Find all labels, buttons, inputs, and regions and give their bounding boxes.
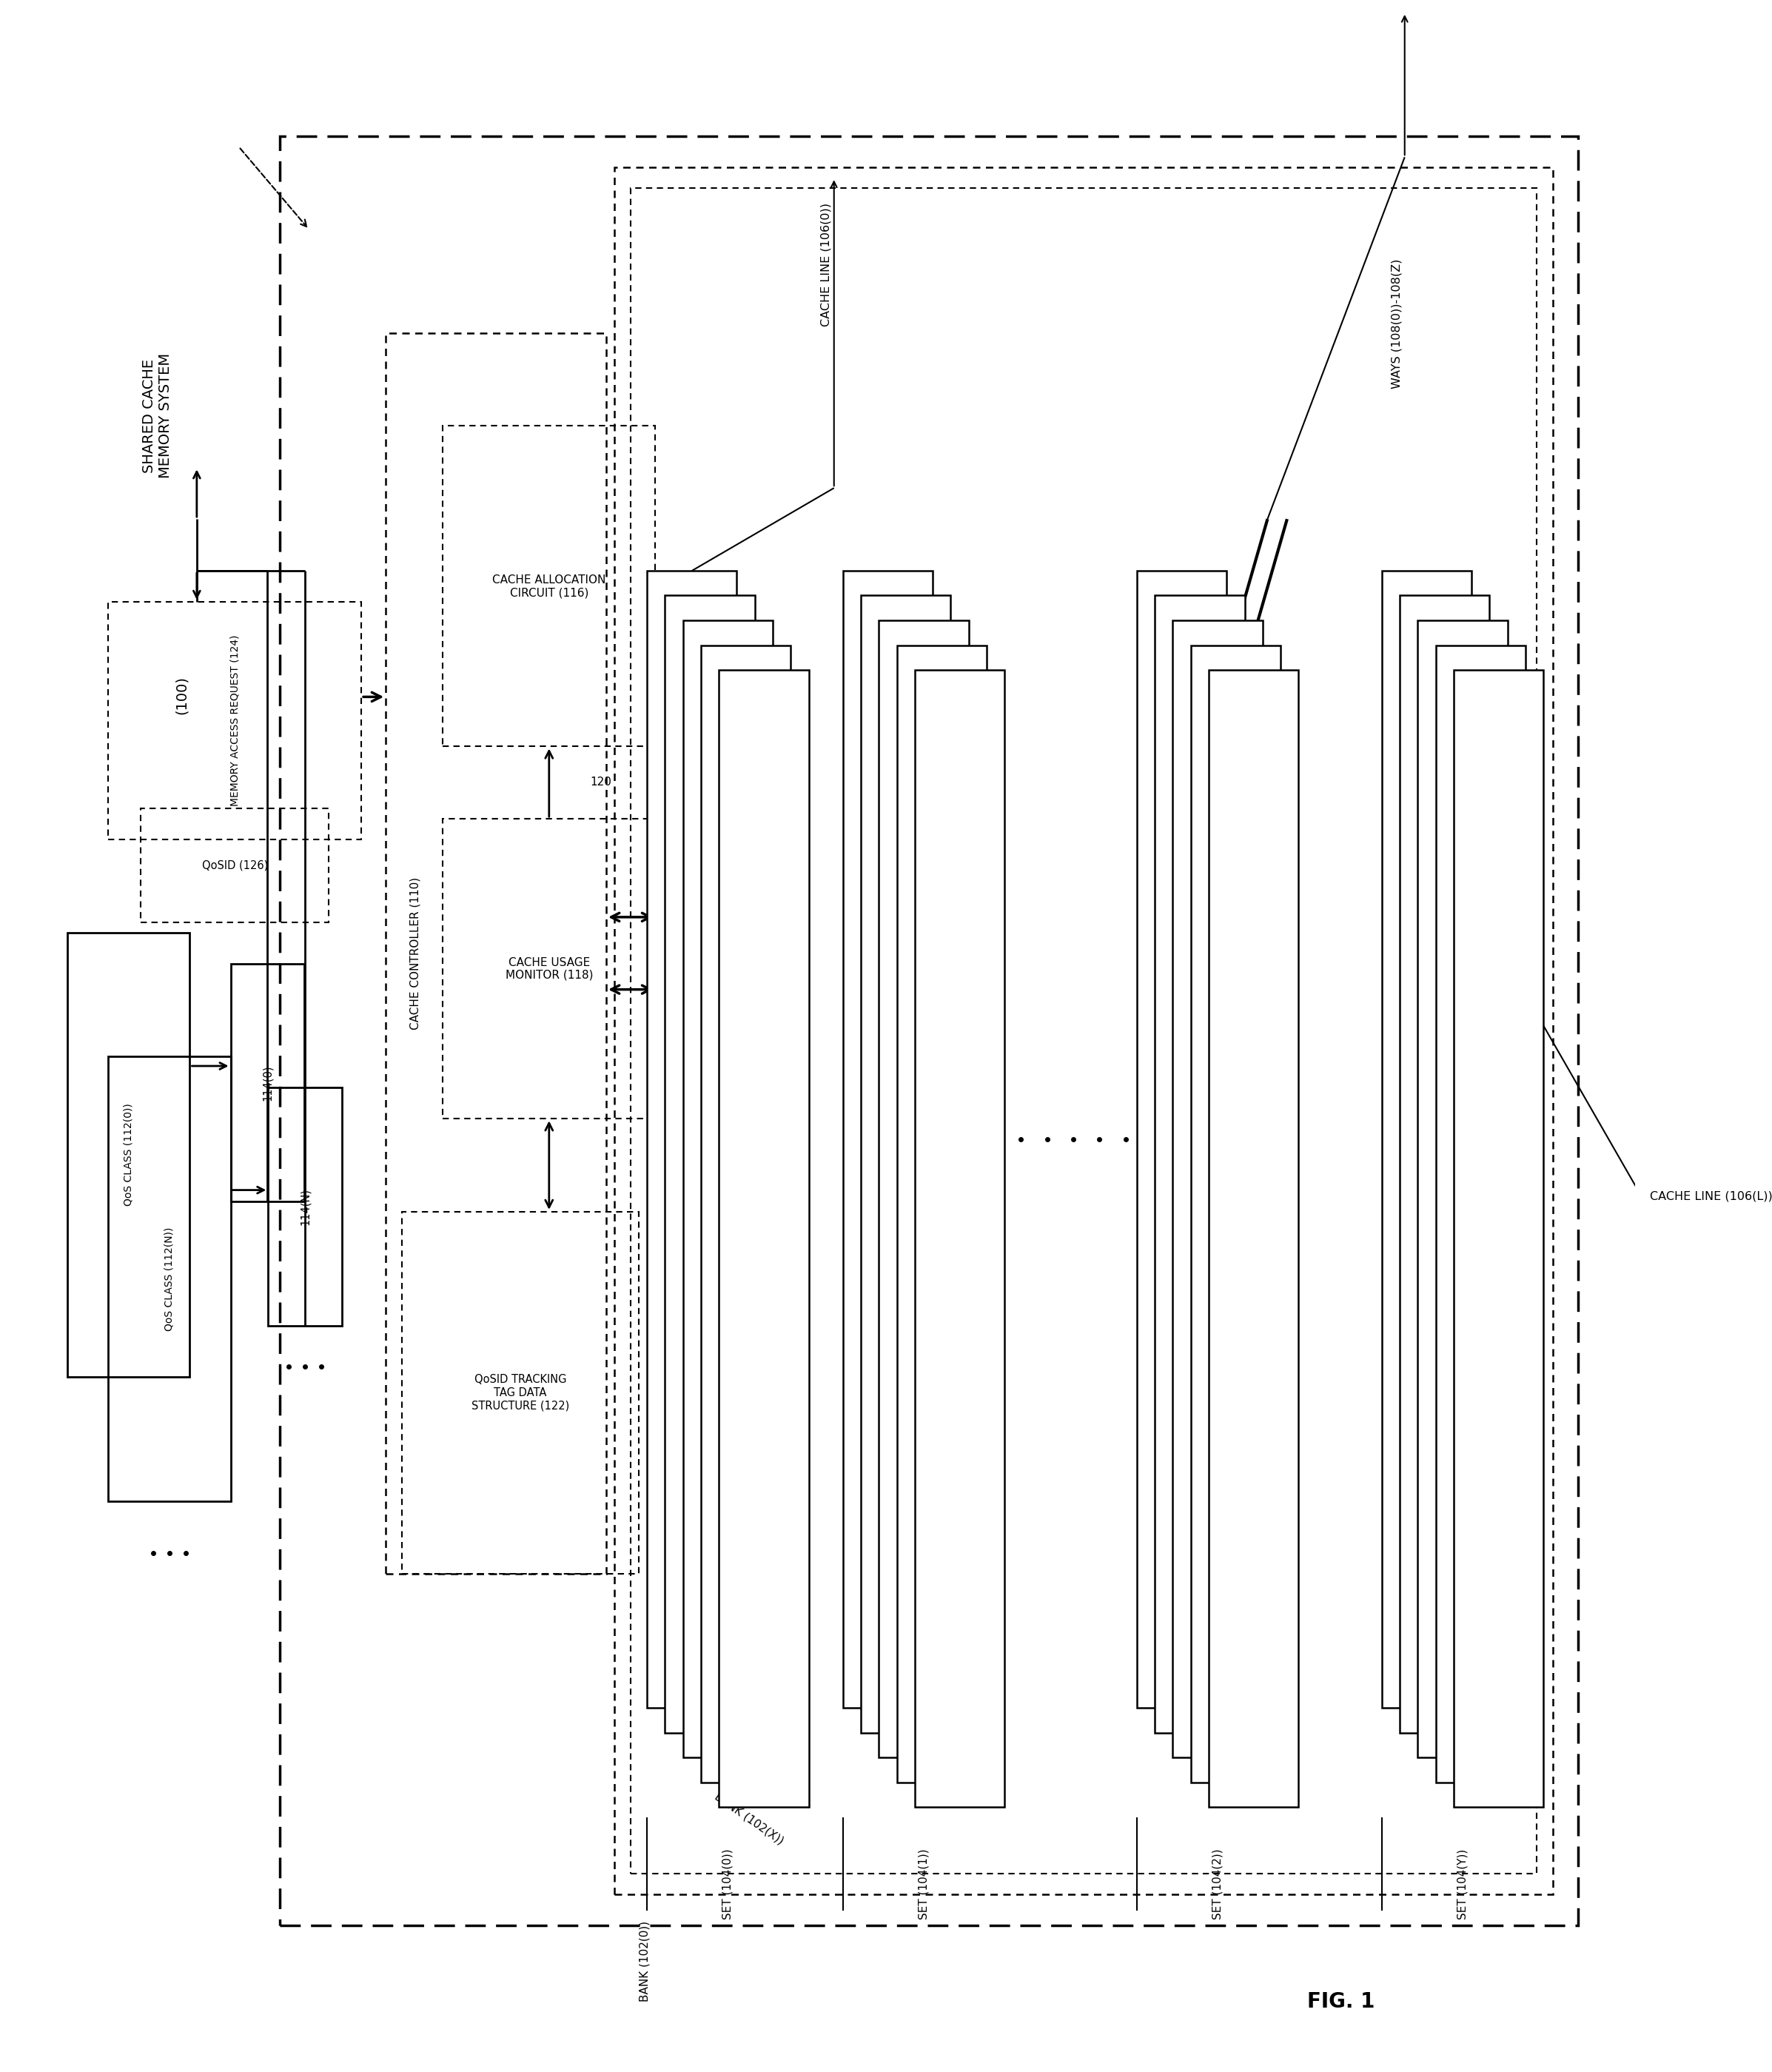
- Bar: [108, 601, 361, 839]
- Text: SET (104(1)): SET (104(1)): [918, 1848, 929, 1919]
- Text: 114(0): 114(0): [262, 1065, 273, 1100]
- Bar: [443, 427, 656, 746]
- Text: QoS CLASS (112(0)): QoS CLASS (112(0)): [124, 1104, 133, 1206]
- Bar: [664, 595, 755, 1732]
- Text: CACHE LINE (106(0)): CACHE LINE (106(0)): [820, 203, 831, 327]
- Bar: [682, 620, 773, 1757]
- Text: FIG. 1: FIG. 1: [1308, 1991, 1375, 2012]
- Text: 114(N): 114(N): [299, 1187, 310, 1225]
- Text: (100): (100): [175, 675, 188, 715]
- Bar: [1400, 595, 1490, 1732]
- Text: BANK (102(X)): BANK (102(X)): [712, 1790, 785, 1846]
- Text: SET (104(Y)): SET (104(Y)): [1457, 1848, 1469, 1919]
- Bar: [615, 168, 1554, 1894]
- Bar: [1435, 644, 1526, 1782]
- Bar: [1418, 620, 1508, 1757]
- Text: SET (104(0)): SET (104(0)): [723, 1848, 734, 1919]
- Bar: [140, 808, 328, 922]
- Bar: [67, 932, 190, 1378]
- Bar: [879, 620, 969, 1757]
- Text: QoSID (126): QoSID (126): [202, 860, 268, 870]
- Text: MEMORY ACCESS REQUEST (124): MEMORY ACCESS REQUEST (124): [230, 634, 239, 806]
- Bar: [861, 595, 952, 1732]
- Text: WAYS (108(0))-108(Z): WAYS (108(0))-108(Z): [1391, 259, 1402, 390]
- Bar: [914, 669, 1005, 1807]
- Bar: [1191, 644, 1281, 1782]
- Bar: [108, 1057, 230, 1502]
- Text: QoS CLASS (112(N)): QoS CLASS (112(N)): [165, 1227, 175, 1330]
- Text: CACHE USAGE
MONITOR (118): CACHE USAGE MONITOR (118): [505, 957, 594, 980]
- Text: QoSID TRACKING
TAG DATA
STRUCTURE (122): QoSID TRACKING TAG DATA STRUCTURE (122): [471, 1374, 569, 1411]
- Bar: [647, 570, 737, 1707]
- Bar: [1138, 570, 1226, 1707]
- Bar: [1453, 669, 1543, 1807]
- Bar: [897, 644, 987, 1782]
- Text: SHARED CACHE
MEMORY SYSTEM: SHARED CACHE MEMORY SYSTEM: [142, 352, 172, 479]
- Bar: [230, 963, 305, 1202]
- Bar: [1173, 620, 1263, 1757]
- Bar: [280, 137, 1577, 1925]
- Bar: [402, 1212, 640, 1573]
- Text: CACHE CONTROLLER (110): CACHE CONTROLLER (110): [409, 876, 420, 1030]
- Text: SET (104(2)): SET (104(2)): [1212, 1848, 1223, 1919]
- Bar: [702, 644, 790, 1782]
- Text: 120: 120: [590, 777, 611, 787]
- Bar: [1382, 570, 1471, 1707]
- Bar: [268, 1088, 342, 1326]
- Bar: [1155, 595, 1244, 1732]
- Text: CACHE ALLOCATION
CIRCUIT (116): CACHE ALLOCATION CIRCUIT (116): [493, 574, 606, 599]
- Bar: [843, 570, 932, 1707]
- Text: BANK (102(0)): BANK (102(0)): [640, 1921, 650, 2002]
- Text: CACHE LINE (106(L)): CACHE LINE (106(L)): [1650, 1191, 1772, 1202]
- Bar: [719, 669, 808, 1807]
- Bar: [386, 334, 606, 1573]
- Bar: [631, 189, 1536, 1873]
- Bar: [443, 818, 656, 1119]
- Bar: [1209, 669, 1299, 1807]
